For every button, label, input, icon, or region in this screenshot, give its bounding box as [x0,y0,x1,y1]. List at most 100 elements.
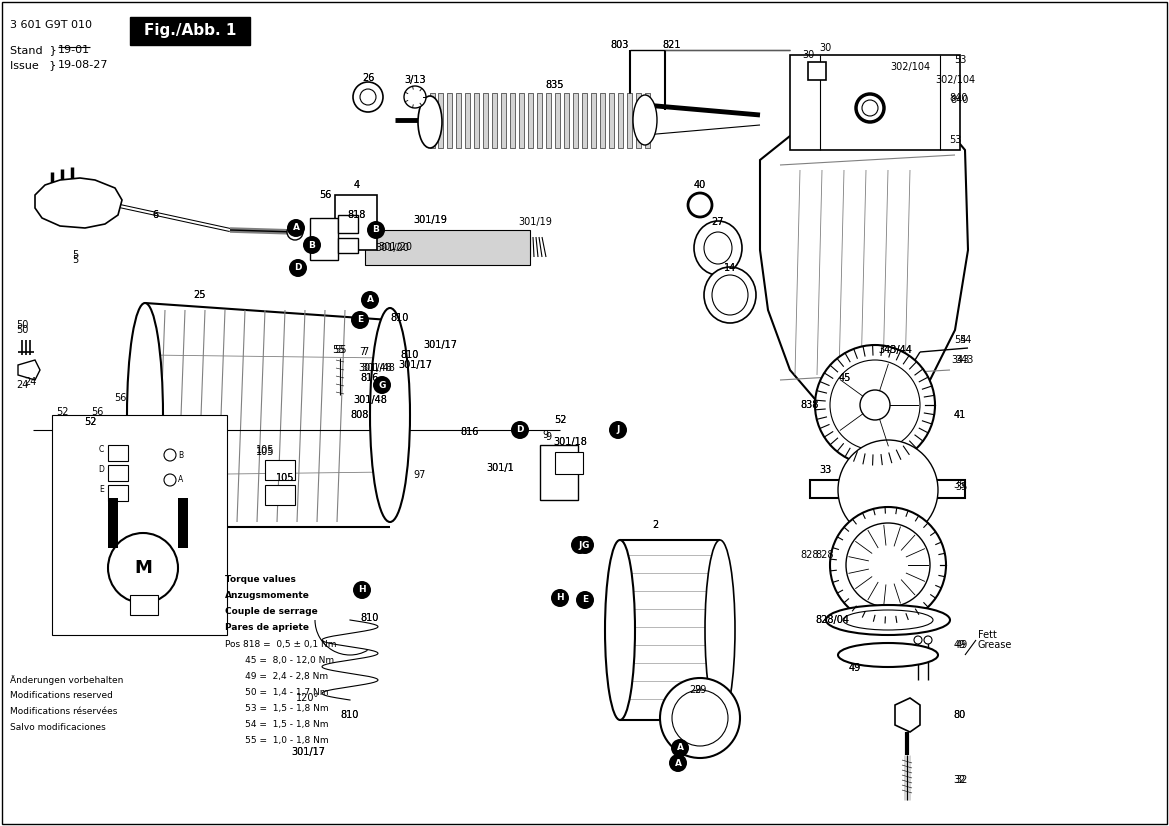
Bar [645,93,650,148]
Text: 821: 821 [663,40,682,50]
Text: 810: 810 [361,613,379,623]
Bar [473,93,479,148]
Text: 4: 4 [354,180,360,190]
Text: 80: 80 [954,710,966,720]
Text: 301/17: 301/17 [423,340,457,350]
Text: 840: 840 [950,95,969,105]
Bar [537,93,542,148]
Text: 97: 97 [414,470,427,480]
Text: 19-01: 19-01 [58,45,90,55]
Text: 343: 343 [950,355,969,365]
Text: 838: 838 [801,400,819,410]
Circle shape [288,219,305,237]
Text: E: E [582,596,588,605]
Text: 80: 80 [954,710,966,720]
Text: A: A [367,296,374,305]
Ellipse shape [838,643,938,667]
Text: A: A [675,758,682,767]
Text: C: C [98,445,104,454]
Bar [456,93,461,148]
Text: 840: 840 [949,93,968,103]
Circle shape [108,533,178,603]
Text: 343/44: 343/44 [878,345,912,355]
Ellipse shape [127,303,162,527]
Polygon shape [760,110,968,420]
Circle shape [830,507,946,623]
Text: 19-08-27: 19-08-27 [58,60,109,70]
Circle shape [672,690,728,746]
Circle shape [815,345,935,465]
Ellipse shape [704,267,756,323]
Bar [618,93,623,148]
Text: 56: 56 [319,190,331,200]
Text: 301/17: 301/17 [291,747,325,757]
Bar [108,485,127,501]
Text: 52: 52 [84,417,96,427]
Text: 816: 816 [461,427,479,437]
Text: 120°: 120° [297,693,319,703]
Text: 803: 803 [611,40,629,50]
Circle shape [288,224,303,240]
Bar [528,93,533,148]
Circle shape [361,291,379,309]
Text: D: D [295,263,302,273]
Bar [465,93,470,148]
Bar [492,93,497,148]
Bar [265,485,295,505]
Bar [563,93,569,148]
Ellipse shape [632,95,657,145]
Bar [130,17,250,45]
Bar [483,93,487,148]
Text: 343: 343 [956,355,974,365]
Polygon shape [18,360,40,380]
Bar [573,93,577,148]
Text: 301/1: 301/1 [486,463,514,473]
Text: 828/04: 828/04 [815,615,849,625]
Ellipse shape [712,275,748,315]
Text: 52: 52 [84,417,96,427]
Text: E: E [357,316,364,325]
Bar [430,93,435,148]
Circle shape [914,636,922,644]
Bar [130,595,158,615]
Circle shape [164,474,177,486]
Text: 7: 7 [362,347,368,357]
Text: 53: 53 [954,55,967,65]
Text: 301/19: 301/19 [518,217,552,227]
Text: 24: 24 [16,380,28,390]
Text: 3/13: 3/13 [404,75,426,85]
Text: 14: 14 [724,263,736,273]
Text: 6: 6 [152,210,158,220]
Text: 56: 56 [91,407,103,417]
Bar [178,498,188,548]
Text: 30: 30 [802,50,814,60]
Text: 301/20: 301/20 [375,243,409,253]
Circle shape [353,581,371,599]
Text: Couple de serrage: Couple de serrage [224,607,318,616]
Bar [51,415,227,635]
Text: 821: 821 [663,40,682,50]
Text: 26: 26 [362,73,374,83]
Text: 816: 816 [361,373,379,383]
Text: 301/17: 301/17 [397,360,433,370]
Circle shape [353,82,383,112]
Bar [582,93,587,148]
Ellipse shape [694,221,742,275]
Text: 810: 810 [401,350,420,360]
Text: Torque values: Torque values [224,576,296,585]
Text: 816: 816 [361,373,379,383]
Text: 2: 2 [652,520,658,530]
Text: 52: 52 [56,407,69,417]
Text: 5: 5 [71,255,78,265]
Bar [510,93,516,148]
Text: 30: 30 [818,43,831,53]
Text: 3/13: 3/13 [404,75,426,85]
Text: 818: 818 [348,210,366,220]
Bar [108,465,127,481]
Text: 818: 818 [348,210,366,220]
Text: Fett: Fett [978,630,997,640]
Text: 45: 45 [839,373,851,383]
Bar [592,93,596,148]
Circle shape [551,589,569,607]
Text: 26: 26 [362,73,374,83]
